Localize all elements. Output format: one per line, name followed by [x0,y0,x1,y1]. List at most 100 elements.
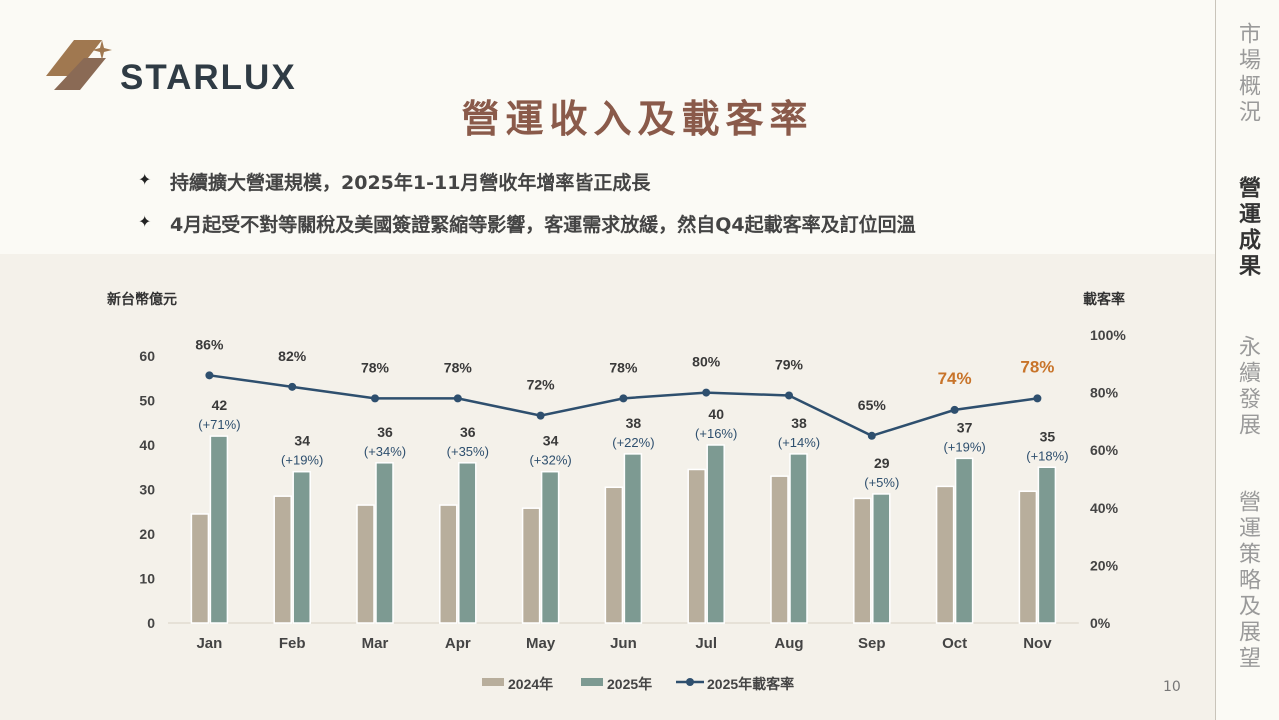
bar-2025-value-label: 35 [1040,428,1056,444]
sidebar-item-strategy-outlook[interactable]: 營運策略及展望 [1216,490,1279,672]
bar-2025 [1037,466,1057,624]
load-factor-label: 72% [527,377,556,393]
x-axis-tick-label: Sep [858,635,886,652]
bar-2025 [872,493,891,624]
page-number: 10 [1163,679,1181,695]
bar-2024 [935,485,955,624]
right-axis-tick-label: 60% [1090,442,1119,458]
bar-2025-growth-label: (+18%) [1026,448,1068,463]
bar-2025 [540,470,560,624]
load-factor-label: 82% [278,348,307,364]
load-factor-point [1033,394,1042,403]
left-axis-tick-label: 0 [147,615,155,631]
bar-2025-value-label: 37 [957,419,973,435]
bar-2025-growth-label: (+22%) [612,435,654,450]
sidebar-item-label: 市場概況 [1235,22,1260,126]
legend-label-load-factor: 2025年載客率 [707,676,794,692]
bar-2024 [687,468,706,624]
bar-2025-value-label: 34 [543,433,559,449]
bar-2024 [604,486,624,624]
sidebar-divider [1215,0,1216,720]
left-axis-tick-label: 10 [139,571,155,587]
right-axis-tick-label: 100% [1090,327,1126,343]
revenue-loadfactor-chart: 新台幣億元 載客率 0 10 20 30 40 50 60 0% 20% 40% 60% 80% 100% 4… [107,291,1126,692]
load-factor-point [288,382,297,391]
sidebar-item-market-overview[interactable]: 市場概況 [1216,22,1279,126]
bar-2025-value-label: 29 [874,455,890,471]
bar-2025-growth-label: (+14%) [778,435,820,450]
bar-2025-value-label: 38 [791,415,807,431]
bar-2024 [273,495,292,624]
load-factor-label: 65% [858,397,887,413]
x-axis-tick-label: Jan [196,635,222,652]
x-axis-tick-label: Jun [610,635,637,652]
bar-2025 [209,435,229,624]
sidebar-item-label: 營運成果 [1235,176,1260,280]
load-factor-point [205,371,214,380]
bar-2024 [356,504,375,624]
bullet-text: 4月起受不對等關稅及美國簽證緊縮等影響，客運需求放緩，然自Q4起載客率及訂位回溫 [170,214,916,236]
bar-2025-value-label: 42 [212,397,228,413]
load-factor-label: 79% [775,356,804,372]
left-axis-tick-label: 50 [139,393,155,409]
bar-2025 [292,470,311,624]
load-factor-point [536,411,545,420]
right-axis-tick-label: 80% [1090,385,1119,401]
bar-2025 [375,462,394,624]
x-axis-tick-label: Aug [774,635,803,652]
sidebar-item-operating-results[interactable]: 營運成果 [1216,176,1279,280]
x-axis-tick-label: May [526,635,556,652]
x-axis-tick-label: Feb [279,635,306,652]
load-factor-point [785,391,793,400]
legend-swatch-2024 [482,678,504,686]
legend-label-2024: 2024年 [508,676,553,692]
bar-2025-growth-label: (+5%) [864,475,899,490]
bar-2025-growth-label: (+19%) [281,453,323,468]
load-factor-label: 86% [195,336,224,352]
bar-2025-value-label: 36 [377,424,393,440]
bar-2025-growth-label: (+71%) [198,417,240,432]
legend-swatch-marker [686,678,694,686]
load-factor-point [619,394,628,403]
bar-2025-growth-label: (+19%) [943,439,985,454]
bar-2025-value-label: 38 [626,415,642,431]
section-sidebar [1216,0,1279,720]
bar-2025 [789,453,808,624]
load-factor-point [950,405,959,414]
sidebar-item-label: 永續發展 [1235,335,1260,439]
left-axis-title: 新台幣億元 [107,291,177,307]
load-factor-label: 80% [692,354,721,370]
x-axis-tick-label: Mar [362,635,389,652]
right-axis-tick-label: 20% [1090,557,1119,573]
sidebar-item-label: 營運策略及展望 [1235,490,1260,672]
load-factor-label: 78% [361,359,390,375]
load-factor-label: 74% [938,369,972,388]
right-axis-tick-label: 40% [1090,500,1119,516]
left-axis-tick-label: 30 [139,482,155,498]
bar-2025-growth-label: (+32%) [529,453,571,468]
bar-2024 [521,507,541,624]
bar-2025 [623,453,643,624]
bar-2025 [954,457,974,624]
left-axis-tick-label: 60 [139,348,155,364]
x-axis-tick-label: Oct [942,635,967,652]
bar-2025-value-label: 34 [294,433,310,449]
x-axis-tick-label: Jul [695,635,717,652]
header-band [0,0,1215,254]
bar-2024 [853,497,872,624]
load-factor-point [702,388,711,397]
right-axis-title: 載客率 [1083,291,1125,307]
load-factor-point [371,394,379,403]
star-bullet-icon: ✦ [138,170,152,189]
legend-label-2025: 2025年 [607,676,652,692]
load-factor-label: 78% [609,359,638,375]
star-bullet-icon: ✦ [138,212,152,231]
x-axis-tick-label: Apr [445,635,471,652]
bar-2024 [770,475,789,624]
bar-2025 [458,462,477,624]
right-axis-tick-label: 0% [1090,615,1111,631]
load-factor-label: 78% [444,359,473,375]
bar-2025-growth-label: (+34%) [364,444,406,459]
load-factor-line [209,374,1038,438]
sidebar-item-sustainability[interactable]: 永續發展 [1216,335,1279,439]
